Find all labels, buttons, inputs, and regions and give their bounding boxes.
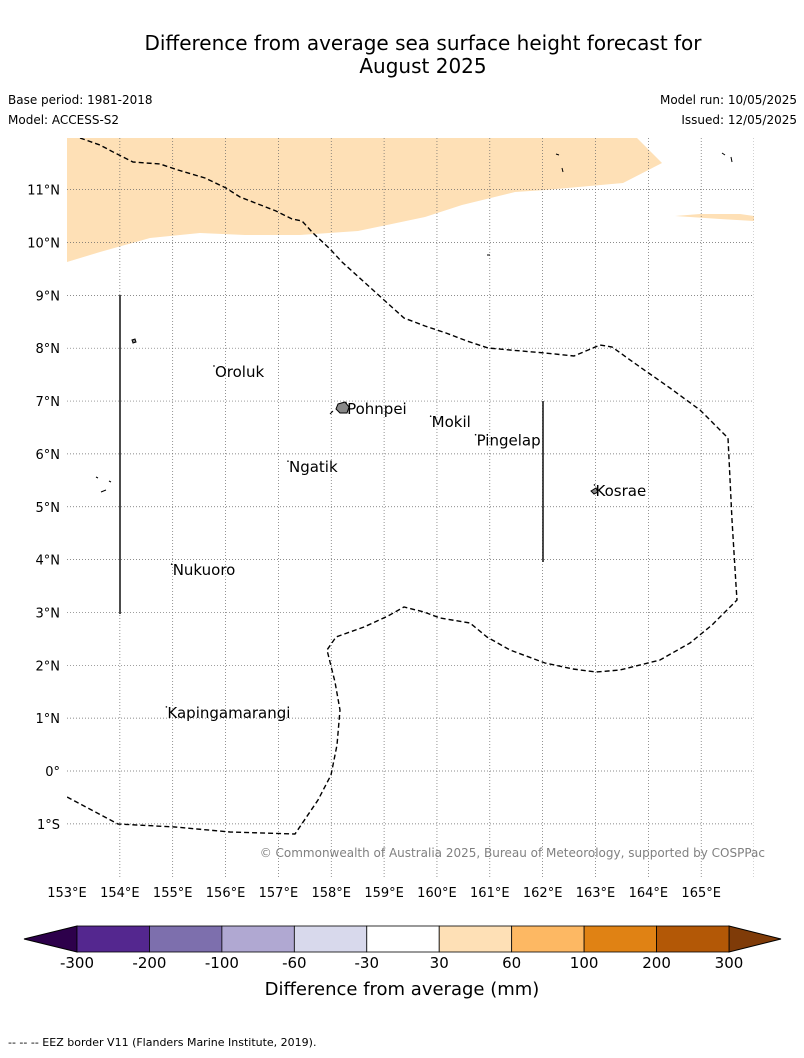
longitude-label: 155°E bbox=[153, 886, 193, 901]
colorbar-segment bbox=[293, 925, 368, 953]
latitude-label: 3°N bbox=[36, 606, 61, 621]
model-text: Model: ACCESS-S2 bbox=[8, 113, 120, 127]
colorbar-tick-label: 200 bbox=[642, 954, 671, 972]
title-line-1: Difference from average sea surface heig… bbox=[144, 31, 702, 55]
colorbar-tick-label: -200 bbox=[132, 954, 166, 972]
colorbar-label: Difference from average (mm) bbox=[265, 979, 540, 1000]
longitude-label: 164°E bbox=[629, 886, 669, 901]
place-label: Pohnpei bbox=[347, 400, 407, 418]
place-label: Kosrae bbox=[596, 482, 647, 500]
place-marker bbox=[165, 706, 168, 708]
place-marker bbox=[593, 484, 596, 486]
copyright-notice: © Commonwealth of Australia 2025, Bureau… bbox=[260, 846, 765, 860]
latitude-label: 6°N bbox=[36, 448, 61, 463]
title-line-2: August 2025 bbox=[359, 54, 487, 78]
latitude-label: 5°N bbox=[36, 501, 61, 516]
place-marker bbox=[345, 402, 347, 404]
latitude-label: 4°N bbox=[36, 554, 61, 569]
kosrae-island bbox=[590, 487, 599, 495]
land-area-east bbox=[675, 214, 754, 221]
colorbar-tick-label: 300 bbox=[715, 954, 744, 972]
small-island-west bbox=[95, 476, 112, 493]
latitude-label: 0° bbox=[45, 765, 60, 780]
colorbar-segment bbox=[656, 925, 730, 953]
longitude-label: 159°E bbox=[364, 886, 404, 901]
longitude-label: 157°E bbox=[259, 886, 299, 901]
colorbar-tick-label: 60 bbox=[502, 954, 521, 972]
longitude-label: 163°E bbox=[576, 886, 616, 901]
place-marker bbox=[429, 415, 432, 417]
colorbar-segment bbox=[366, 925, 440, 953]
colorbar bbox=[23, 925, 782, 953]
eez-legend-note: -- -- -- EEZ border V11 (Flanders Marine… bbox=[8, 1036, 317, 1049]
pohnpei-island bbox=[335, 401, 350, 414]
place-labels: Oroluk Pohnpei Mokil Pingelap Ngatik Kosrae Nu… bbox=[165, 363, 647, 722]
colorbar-segment bbox=[221, 925, 295, 953]
small-island bbox=[131, 338, 137, 344]
base-period-text: Base period: 1981-2018 bbox=[8, 93, 153, 107]
colorbar-segment bbox=[511, 925, 585, 953]
eez-border-north bbox=[67, 138, 738, 835]
latitude-label: 1°N bbox=[36, 712, 61, 727]
colorbar-tick-label: 100 bbox=[570, 954, 599, 972]
latitude-label: 7°N bbox=[36, 395, 61, 410]
place-marker bbox=[287, 460, 289, 462]
longitude-label: 158°E bbox=[311, 886, 351, 901]
latitude-label: 8°N bbox=[36, 342, 61, 357]
colorbar-under-arrow bbox=[23, 925, 78, 953]
islands bbox=[95, 152, 733, 495]
longitude-label: 154°E bbox=[100, 886, 140, 901]
longitude-ticks: 153°E 154°E 155°E 156°E 157°E 158°E 159°E 160°E… bbox=[47, 886, 721, 901]
colorbar-ticks: -300 -200 -100 -60 -30 30 60 100 200 300 bbox=[60, 954, 743, 972]
longitude-label: 160°E bbox=[417, 886, 457, 901]
colorbar-tick-label: -300 bbox=[60, 954, 94, 972]
latitude-label: 1°S bbox=[37, 818, 60, 833]
issued-text: Issued: 12/05/2025 bbox=[681, 113, 797, 127]
latitude-ticks: 11°N 10°N 9°N 8°N 7°N 6°N 5°N 4°N 3°N 2°N 1°N 0° 1°S bbox=[27, 184, 60, 833]
place-label: Pingelap bbox=[477, 432, 541, 450]
longitude-label: 162°E bbox=[523, 886, 563, 901]
place-label: Oroluk bbox=[215, 363, 264, 381]
colorbar-tick-label: -100 bbox=[205, 954, 239, 972]
map-title: Difference from average sea surface heig… bbox=[0, 32, 804, 78]
place-label: Mokil bbox=[432, 413, 471, 431]
longitude-label: 161°E bbox=[470, 886, 510, 901]
colorbar-segment bbox=[149, 925, 223, 953]
colorbar-over-arrow bbox=[728, 925, 782, 953]
place-marker bbox=[170, 563, 173, 565]
colorbar-segment bbox=[438, 925, 513, 953]
latitude-label: 10°N bbox=[27, 237, 60, 252]
colorbar-tick-label: -30 bbox=[355, 954, 380, 972]
colorbar-tick-label: -60 bbox=[282, 954, 307, 972]
latitude-label: 11°N bbox=[27, 184, 60, 199]
colorbar-segment bbox=[583, 925, 657, 953]
place-marker bbox=[474, 433, 477, 436]
latitude-label: 2°N bbox=[36, 659, 61, 674]
place-label: Nukuoro bbox=[173, 561, 236, 579]
place-label: Ngatik bbox=[289, 458, 338, 476]
longitude-label: 156°E bbox=[206, 886, 246, 901]
land-area-north bbox=[67, 138, 662, 262]
map-frame bbox=[67, 138, 754, 878]
longitude-label: 165°E bbox=[681, 886, 721, 901]
small-island-north bbox=[329, 152, 733, 415]
longitude-label: 153°E bbox=[47, 886, 87, 901]
graticule bbox=[67, 138, 754, 878]
place-label: Kapingamarangi bbox=[167, 704, 290, 722]
place-marker bbox=[213, 365, 215, 367]
colorbar-tick-label: 30 bbox=[430, 954, 449, 972]
colorbar-segment bbox=[76, 925, 150, 953]
model-run-text: Model run: 10/05/2025 bbox=[659, 93, 797, 107]
latitude-label: 9°N bbox=[36, 289, 61, 304]
